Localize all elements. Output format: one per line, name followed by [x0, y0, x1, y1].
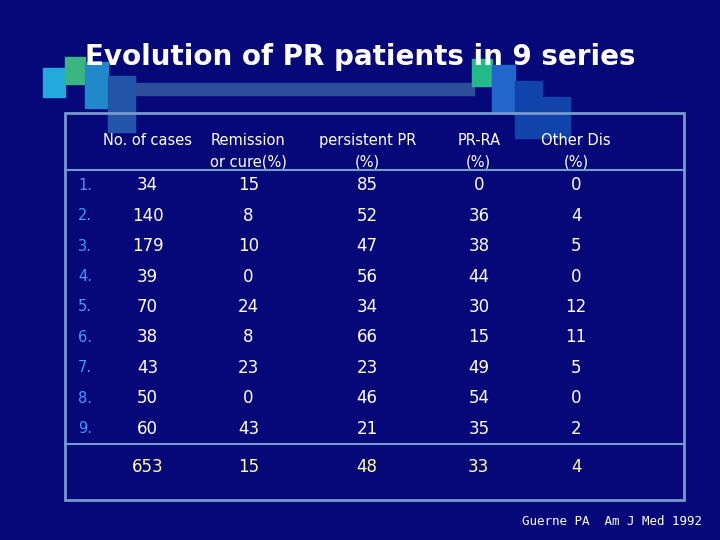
Text: 15: 15: [468, 328, 490, 347]
Text: 1.: 1.: [78, 178, 92, 193]
Text: 23: 23: [356, 359, 378, 377]
Text: 48: 48: [356, 458, 378, 476]
Text: 34: 34: [356, 298, 378, 316]
Text: 653: 653: [132, 458, 163, 476]
Text: 140: 140: [132, 207, 163, 225]
Text: 5: 5: [571, 237, 581, 255]
Text: 54: 54: [468, 389, 490, 407]
Text: 8.: 8.: [78, 391, 92, 406]
Text: 4.: 4.: [78, 269, 92, 284]
Text: 23: 23: [238, 359, 259, 377]
Bar: [472, 59, 492, 86]
Text: 4: 4: [571, 207, 581, 225]
Text: (%): (%): [355, 154, 379, 170]
Text: 15: 15: [238, 458, 259, 476]
Text: 2: 2: [571, 420, 581, 437]
Bar: [65, 113, 684, 500]
Text: 49: 49: [468, 359, 490, 377]
Text: (%): (%): [467, 154, 491, 170]
Text: 46: 46: [356, 389, 378, 407]
Text: 52: 52: [356, 207, 378, 225]
Text: 5.: 5.: [78, 300, 92, 314]
Text: 39: 39: [137, 267, 158, 286]
Text: 179: 179: [132, 237, 163, 255]
Text: 0: 0: [474, 176, 484, 194]
Text: Remission: Remission: [211, 133, 286, 148]
Text: 36: 36: [468, 207, 490, 225]
Text: 56: 56: [356, 267, 378, 286]
Text: 21: 21: [356, 420, 378, 437]
Text: 0: 0: [243, 389, 253, 407]
Text: 4: 4: [571, 458, 581, 476]
Text: 11: 11: [565, 328, 587, 347]
Bar: [108, 76, 135, 132]
Text: 0: 0: [571, 389, 581, 407]
Bar: [65, 57, 85, 84]
Text: 35: 35: [468, 420, 490, 437]
Text: 34: 34: [137, 176, 158, 194]
Bar: [43, 68, 65, 97]
Text: 70: 70: [137, 298, 158, 316]
Text: 8: 8: [243, 328, 253, 347]
Text: 0: 0: [243, 267, 253, 286]
Text: 33: 33: [468, 458, 490, 476]
Text: persistent PR: persistent PR: [318, 133, 416, 148]
Text: 6.: 6.: [78, 330, 92, 345]
Text: 24: 24: [238, 298, 259, 316]
Text: 8: 8: [243, 207, 253, 225]
Text: 43: 43: [238, 420, 259, 437]
Text: 85: 85: [356, 176, 378, 194]
Bar: [85, 62, 108, 108]
Bar: [107, 83, 474, 94]
Text: or cure(%): or cure(%): [210, 154, 287, 170]
Text: 66: 66: [356, 328, 378, 347]
Text: 47: 47: [356, 237, 378, 255]
Text: 43: 43: [137, 359, 158, 377]
Bar: [492, 65, 515, 113]
Text: 7.: 7.: [78, 360, 92, 375]
Text: 3.: 3.: [78, 239, 92, 254]
Text: 60: 60: [137, 420, 158, 437]
Text: 9.: 9.: [78, 421, 92, 436]
Text: PR-RA: PR-RA: [457, 133, 500, 148]
Text: 12: 12: [565, 298, 587, 316]
Text: No. of cases: No. of cases: [103, 133, 192, 148]
Text: 10: 10: [238, 237, 259, 255]
Text: 38: 38: [468, 237, 490, 255]
Text: 0: 0: [571, 267, 581, 286]
Text: 0: 0: [571, 176, 581, 194]
Text: 5: 5: [571, 359, 581, 377]
Text: Guerne PA  Am J Med 1992: Guerne PA Am J Med 1992: [522, 515, 702, 528]
Text: 50: 50: [137, 389, 158, 407]
Bar: [542, 97, 570, 138]
Text: 30: 30: [468, 298, 490, 316]
Text: 2.: 2.: [78, 208, 92, 223]
Text: 38: 38: [137, 328, 158, 347]
Text: Evolution of PR patients in 9 series: Evolution of PR patients in 9 series: [85, 43, 635, 71]
Text: Other Dis: Other Dis: [541, 133, 611, 148]
Bar: [515, 81, 542, 138]
Text: (%): (%): [564, 154, 588, 170]
Text: 15: 15: [238, 176, 259, 194]
Text: 44: 44: [468, 267, 490, 286]
